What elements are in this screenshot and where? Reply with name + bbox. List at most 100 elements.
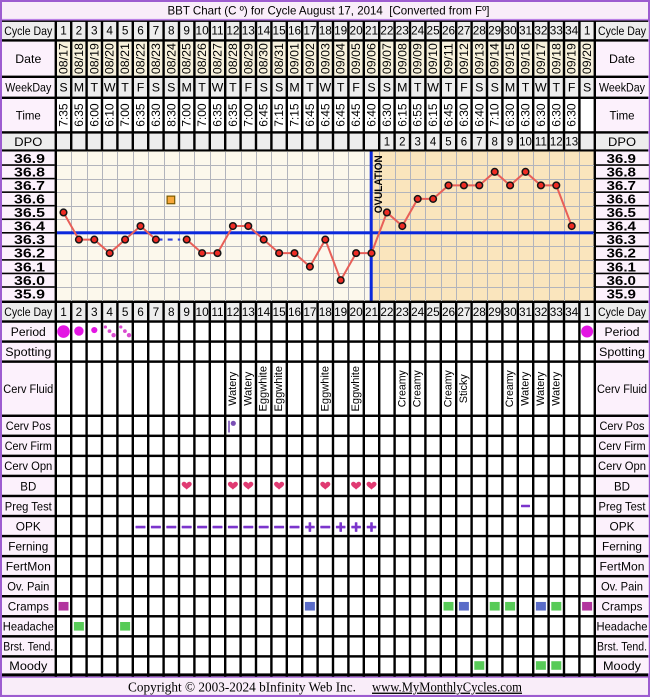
svg-text:Period: Period	[11, 325, 46, 339]
svg-text:1: 1	[384, 137, 390, 149]
svg-text:09/13: 09/13	[472, 43, 486, 74]
svg-text:Spotting: Spotting	[599, 345, 645, 359]
svg-text:T: T	[522, 81, 530, 95]
svg-text:6: 6	[137, 305, 144, 319]
svg-text:22: 22	[380, 24, 393, 38]
svg-text:3: 3	[91, 24, 98, 38]
svg-text:7:10: 7:10	[488, 103, 502, 127]
svg-text:S: S	[583, 81, 591, 95]
svg-text:1: 1	[584, 24, 591, 38]
svg-text:Copyright © 2003-2024 bInfinit: Copyright © 2003-2024 bInfinity Web Inc.	[128, 680, 356, 695]
svg-text:36.5: 36.5	[14, 205, 45, 220]
svg-text:8: 8	[168, 305, 175, 319]
svg-text:6:15: 6:15	[426, 103, 440, 127]
svg-text:23: 23	[396, 305, 410, 319]
svg-text:Cramps: Cramps	[602, 600, 643, 614]
svg-text:9: 9	[507, 137, 513, 149]
svg-text:09/12: 09/12	[457, 43, 471, 74]
svg-text:2: 2	[399, 137, 405, 149]
svg-text:5: 5	[122, 305, 129, 319]
svg-text:13: 13	[242, 24, 256, 38]
svg-text:FertMon: FertMon	[6, 559, 51, 573]
svg-text:Eggwhite: Eggwhite	[273, 366, 285, 412]
svg-text:5: 5	[445, 137, 451, 149]
svg-text:09/15: 09/15	[503, 43, 517, 74]
svg-text:Ferning: Ferning	[602, 539, 642, 553]
svg-text:17: 17	[303, 24, 316, 38]
svg-text:Moody: Moody	[9, 659, 48, 673]
svg-text:12: 12	[226, 305, 239, 319]
svg-text:08/18: 08/18	[72, 43, 86, 74]
svg-text:24: 24	[411, 24, 425, 38]
svg-text:Cerv Firm: Cerv Firm	[5, 439, 52, 453]
svg-text:09/11: 09/11	[442, 43, 456, 74]
svg-text:8: 8	[491, 137, 497, 149]
svg-text:09/08: 09/08	[395, 43, 409, 74]
svg-text:T: T	[91, 81, 99, 95]
svg-text:T: T	[229, 81, 237, 95]
svg-text:25: 25	[427, 24, 441, 38]
svg-text:08/27: 08/27	[211, 43, 225, 74]
svg-text:W: W	[319, 81, 331, 95]
svg-text:6:40: 6:40	[472, 103, 486, 127]
svg-text:10: 10	[519, 137, 532, 149]
svg-text:36.4: 36.4	[14, 219, 46, 234]
svg-text:Watery: Watery	[242, 371, 254, 405]
svg-text:6:45: 6:45	[257, 103, 271, 127]
svg-text:Eggwhite: Eggwhite	[319, 366, 331, 412]
svg-text:Cerv Opn: Cerv Opn	[598, 459, 646, 473]
svg-text:32: 32	[534, 24, 547, 38]
svg-text:6:45: 6:45	[318, 103, 332, 127]
svg-text:4: 4	[106, 305, 113, 319]
svg-text:29: 29	[488, 305, 501, 319]
svg-text:W: W	[104, 81, 116, 95]
svg-text:T: T	[121, 81, 129, 95]
svg-text:09/09: 09/09	[411, 43, 425, 74]
svg-text:1: 1	[60, 24, 67, 38]
svg-text:Cerv Opn: Cerv Opn	[4, 459, 52, 473]
svg-text:34: 34	[565, 24, 579, 38]
svg-text:6:30: 6:30	[534, 103, 548, 127]
svg-text:30: 30	[504, 305, 518, 319]
svg-text:Preg Test: Preg Test	[599, 499, 647, 513]
svg-text:36.3: 36.3	[607, 232, 637, 247]
svg-text:26: 26	[442, 305, 456, 319]
svg-text:Cycle Day: Cycle Day	[598, 24, 647, 38]
svg-text:15: 15	[273, 305, 287, 319]
svg-text:12: 12	[550, 137, 563, 149]
svg-text:OVULATION: OVULATION	[373, 155, 385, 213]
svg-text:32: 32	[534, 305, 547, 319]
svg-text:S: S	[275, 81, 283, 95]
svg-text:20: 20	[350, 24, 364, 38]
svg-text:5: 5	[122, 24, 129, 38]
svg-text:WeekDay: WeekDay	[599, 81, 646, 95]
svg-text:7:35: 7:35	[57, 103, 71, 127]
svg-text:1: 1	[60, 305, 67, 319]
svg-text:08/26: 08/26	[195, 43, 209, 74]
svg-text:6:45: 6:45	[334, 103, 348, 127]
svg-text:F: F	[245, 81, 253, 95]
svg-text:08/22: 08/22	[134, 43, 148, 74]
svg-text:14: 14	[257, 305, 271, 319]
svg-text:36.8: 36.8	[607, 164, 637, 179]
svg-text:6:40: 6:40	[365, 103, 379, 127]
svg-text:Creamy: Creamy	[504, 370, 516, 407]
svg-text:13: 13	[242, 305, 256, 319]
svg-text:08/25: 08/25	[180, 43, 194, 74]
svg-text:T: T	[337, 81, 345, 95]
svg-text:F: F	[137, 81, 145, 95]
svg-text:S: S	[59, 81, 67, 95]
svg-text:09/16: 09/16	[519, 43, 533, 74]
svg-text:S: S	[152, 81, 160, 95]
svg-text:14: 14	[257, 24, 271, 38]
svg-text:09/18: 09/18	[549, 43, 563, 74]
svg-text:6: 6	[137, 24, 144, 38]
svg-text:Cycle Day: Cycle Day	[4, 305, 53, 319]
svg-text:6:30: 6:30	[457, 103, 471, 127]
svg-text:Ov. Pain: Ov. Pain	[7, 580, 49, 594]
svg-text:09/02: 09/02	[303, 43, 317, 74]
svg-text:S: S	[260, 81, 268, 95]
svg-text:12: 12	[226, 24, 239, 38]
svg-text:09/19: 09/19	[565, 43, 579, 74]
svg-text:Ferning: Ferning	[8, 539, 48, 553]
